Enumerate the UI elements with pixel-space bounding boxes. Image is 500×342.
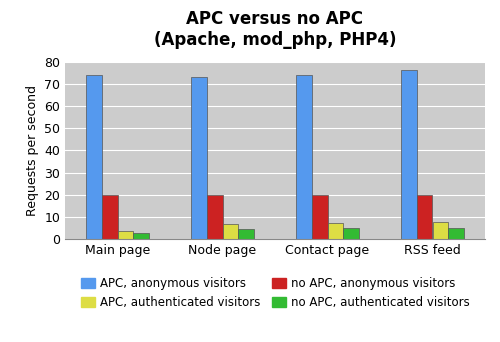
Bar (432, 222, 448, 239)
Bar (222, 224, 238, 239)
Bar (207, 195, 222, 239)
Title: APC versus no APC
(Apache, mod_php, PHP4): APC versus no APC (Apache, mod_php, PHP4… (154, 10, 396, 49)
Bar (401, 70, 417, 239)
Bar (238, 229, 254, 239)
Bar (86, 75, 102, 239)
Bar (191, 77, 207, 239)
Legend: APC, anonymous visitors, APC, authenticated visitors, no APC, anonymous visitors: APC, anonymous visitors, APC, authentica… (80, 277, 469, 309)
Bar (296, 75, 312, 239)
Bar (312, 195, 328, 239)
Bar (102, 195, 118, 239)
Bar (416, 195, 432, 239)
Bar (133, 233, 149, 239)
Bar (343, 228, 359, 239)
Bar (448, 228, 464, 239)
Bar (118, 231, 133, 239)
Bar (328, 223, 343, 239)
Y-axis label: Requests per second: Requests per second (26, 85, 38, 216)
